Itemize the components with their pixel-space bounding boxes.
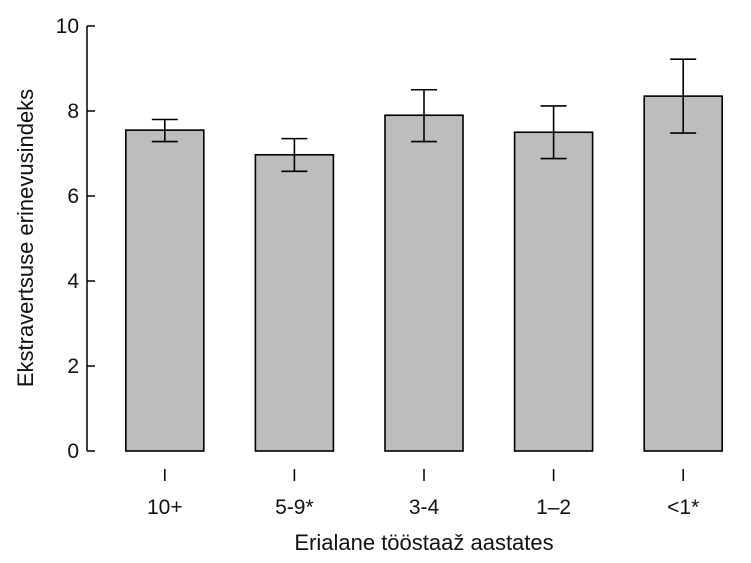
x-tick-label: 5-9* xyxy=(275,496,314,519)
y-tick-label: 2 xyxy=(67,355,79,378)
y-tick-label: 8 xyxy=(67,100,79,123)
y-tick-label: 0 xyxy=(67,440,79,463)
x-tick-label: 3-4 xyxy=(409,496,440,519)
bar xyxy=(384,114,464,452)
y-tick-label: 6 xyxy=(67,185,79,208)
x-axis: 10+ 5-9* 3-4 1–2 <1* xyxy=(147,469,699,519)
bar xyxy=(513,131,594,452)
bar xyxy=(643,95,724,452)
bar xyxy=(254,153,335,452)
y-axis-title: Ekstravertsuse erinevusindeks xyxy=(13,89,38,387)
x-tick-label: <1* xyxy=(667,496,699,519)
x-tick-label: 1–2 xyxy=(536,496,571,519)
y-tick-label: 4 xyxy=(67,270,79,293)
x-tick-label: 10+ xyxy=(147,496,183,519)
y-tick-label: 10 xyxy=(56,15,79,38)
error-bars xyxy=(151,58,697,173)
y-axis: 0 2 4 6 8 10 xyxy=(56,15,95,463)
bars xyxy=(125,95,724,452)
bar xyxy=(125,129,205,452)
x-axis-title: Erialane tööstaaž aastates xyxy=(294,530,553,555)
